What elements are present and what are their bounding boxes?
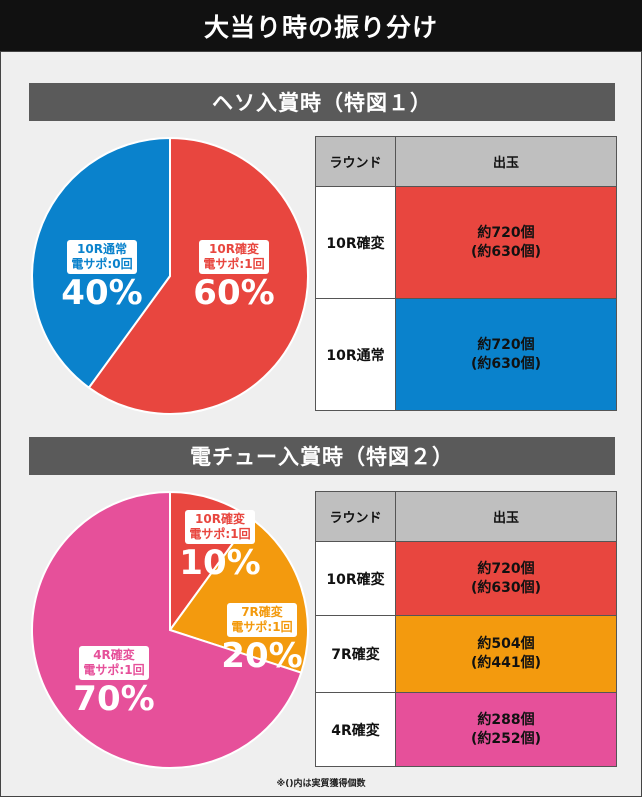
table2-row2-round: 7R確変 [315, 615, 396, 693]
table2-header-round: ラウンド [315, 491, 396, 542]
payout-table-1: ラウンド 出玉 10R確変 約720個 (約630個) 10R通常 約720個 … [315, 136, 617, 411]
pie1-red-percent: 60% [193, 273, 275, 313]
payout-table-2: ラウンド 出玉 10R確変 約720個 (約630個) 7R確変 約504個 (… [315, 491, 617, 767]
table1-row2-round: 10R通常 [315, 298, 396, 411]
table-row: 10R確変 約720個 (約630個) [315, 541, 617, 616]
table2-row3-payout-main: 約288個 [477, 711, 535, 728]
table1-row2-payout-main: 約720個 [477, 336, 535, 353]
pie2-red-percent: 10% [179, 543, 261, 583]
pie1-blue-tag: 10R通常 電サポ:0回 [67, 240, 137, 274]
pie1-red-line2: 電サポ:1回 [203, 257, 265, 271]
pie1-blue-percent: 40% [61, 273, 143, 313]
pie2-slice-pink-label: 4R確変 電サポ:1回 70% [66, 646, 162, 718]
pie1-red-tag: 10R確変 電サポ:1回 [199, 240, 269, 274]
pie1-blue-line1: 10R通常 [77, 242, 127, 256]
table-row: 7R確変 約504個 (約441個) [315, 615, 617, 693]
pie2-pink-percent: 70% [73, 679, 155, 719]
table1-row1-payout: 約720個 (約630個) [395, 186, 617, 299]
table1-header-round: ラウンド [315, 136, 396, 187]
table2-row3-round: 4R確変 [315, 692, 396, 767]
table1-row1-payout-main: 約720個 [477, 224, 535, 241]
footnote: ※()内は実質獲得個数 [276, 779, 366, 789]
pie2-pink-line1: 4R確変 [93, 648, 135, 662]
pie2-orange-line2: 電サポ:1回 [231, 620, 293, 634]
table2-row1-payout-real: (約630個) [470, 579, 542, 596]
table1-row2-payout-real: (約630個) [470, 355, 542, 372]
table-row: 10R通常 約720個 (約630個) [315, 298, 617, 411]
pie1-blue-line2: 電サポ:0回 [71, 257, 133, 271]
pie1-slice-blue-label: 10R通常 電サポ:0回 40% [54, 240, 150, 312]
pie2-red-tag: 10R確変 電サポ:1回 [185, 510, 255, 544]
table2-row1-round: 10R確変 [315, 541, 396, 616]
table2-header-payout: 出玉 [395, 491, 617, 542]
table-row: 4R確変 約288個 (約252個) [315, 692, 617, 767]
pie2-pink-tag: 4R確変 電サポ:1回 [79, 646, 149, 680]
table-row: 10R確変 約720個 (約630個) [315, 186, 617, 299]
table2-header-row: ラウンド 出玉 [315, 491, 617, 542]
pie2-pink-line2: 電サポ:1回 [83, 663, 145, 677]
section-heading-2: 電チュー入賞時（特図２） [29, 437, 615, 475]
table1-header-row: ラウンド 出玉 [315, 136, 617, 187]
pie1-slice-1 [87, 136, 309, 415]
table2-row3-payout: 約288個 (約252個) [395, 692, 617, 767]
table2-row1-payout: 約720個 (約630個) [395, 541, 617, 616]
pie2-orange-tag: 7R確変 電サポ:1回 [227, 603, 297, 637]
table1-header-payout: 出玉 [395, 136, 617, 187]
page-title: 大当り時の振り分け [0, 0, 642, 51]
pie2-slice-3 [31, 490, 303, 769]
pie1-red-line1: 10R確変 [209, 242, 259, 256]
table1-row1-round: 10R確変 [315, 186, 396, 299]
pie2-slice-red-label: 10R確変 電サポ:1回 10% [176, 510, 264, 582]
table2-row1-payout-main: 約720個 [477, 560, 535, 577]
pie2-slice-orange-label: 7R確変 電サポ:1回 20% [218, 603, 306, 675]
table2-row2-payout: 約504個 (約441個) [395, 615, 617, 693]
table1-row1-payout-real: (約630個) [470, 243, 542, 260]
pie2-red-line2: 電サポ:1回 [189, 527, 251, 541]
pie1-slice-red-label: 10R確変 電サポ:1回 60% [186, 240, 282, 312]
table2-row3-payout-real: (約252個) [470, 730, 542, 747]
table2-row2-payout-main: 約504個 [477, 636, 535, 652]
pie2-red-line1: 10R確変 [195, 512, 245, 526]
section-heading-1: ヘソ入賞時（特図１） [29, 83, 615, 121]
table1-row2-payout: 約720個 (約630個) [395, 298, 617, 411]
table2-row2-payout-real: (約441個) [470, 655, 542, 671]
pie2-orange-line1: 7R確変 [241, 605, 283, 619]
pie2-orange-percent: 20% [221, 636, 303, 676]
